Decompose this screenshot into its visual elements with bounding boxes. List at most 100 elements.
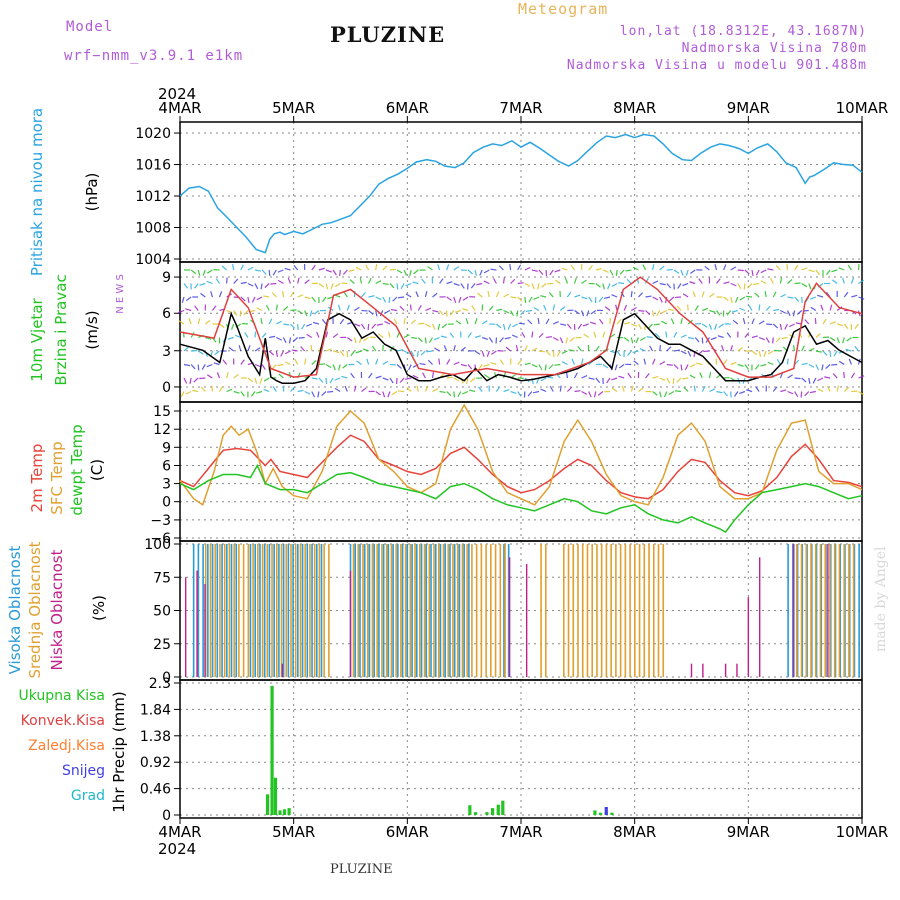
wind-arrow — [282, 290, 284, 298]
wind-arrow — [470, 377, 476, 383]
wind-arrow — [197, 269, 201, 276]
wind-arrow — [496, 323, 502, 329]
wind-arrow — [758, 350, 762, 357]
wind-arrow — [524, 362, 531, 366]
ytick-label: 100 — [144, 537, 171, 553]
wind-arrow — [280, 350, 284, 357]
wind-arrow — [339, 318, 345, 325]
wind-arrow — [680, 350, 687, 355]
ylabel-precip: 1hr Precip (mm) — [110, 691, 128, 812]
wind-arrow — [560, 323, 567, 326]
wind-arrow — [431, 323, 436, 330]
wind-arrow — [289, 291, 295, 298]
ytick-label: 1004 — [135, 252, 171, 268]
wind-arrow — [254, 363, 261, 368]
wind-arrow — [183, 363, 191, 367]
wind-arrow — [753, 282, 760, 286]
wind-arrow — [424, 291, 428, 298]
wind-arrow — [360, 323, 366, 330]
elevation-label: Nadmorska Visina 780m — [681, 41, 867, 56]
wind-arrow — [467, 269, 473, 275]
wind-arrow — [842, 277, 845, 284]
wind-arrow — [354, 306, 360, 312]
wind-arrow — [810, 296, 817, 300]
ytick-label: 1016 — [135, 158, 171, 174]
wind-arrow — [282, 337, 287, 344]
wind-arrow — [282, 385, 285, 392]
wind-arrow — [826, 385, 831, 392]
wind-arrow — [183, 377, 188, 384]
wind-arrow — [431, 371, 435, 379]
wind-arrow — [654, 332, 661, 338]
wind-arrow — [425, 323, 431, 328]
wind-arrow — [569, 337, 575, 342]
wind-arrow — [566, 386, 573, 392]
wind-arrow — [254, 347, 261, 352]
wind-arrow — [573, 277, 577, 284]
wind-arrow — [438, 358, 441, 365]
wind-arrow — [667, 308, 675, 312]
wind-arrow — [437, 323, 441, 330]
wind-arrow — [652, 391, 658, 396]
wind-arrow — [846, 337, 852, 342]
precip-bar — [273, 777, 278, 815]
wind-arrow — [829, 321, 836, 325]
wind-arrow — [639, 348, 646, 352]
wind-arrow — [437, 264, 441, 271]
wind-arrow — [737, 363, 744, 367]
wind-arrow — [673, 331, 678, 338]
wind-arrow — [375, 296, 382, 301]
wind-arrow — [665, 331, 668, 338]
wind-arrow — [702, 307, 709, 312]
wind-arrow — [739, 307, 746, 312]
wind-arrow — [290, 323, 296, 329]
wind-arrow — [616, 318, 622, 325]
wind-arrow — [780, 309, 787, 314]
wind-arrow — [416, 350, 419, 358]
wind-arrow — [754, 292, 760, 298]
wind-arrow — [814, 317, 817, 325]
ytick-label: 9 — [162, 270, 171, 286]
precip-bar — [485, 812, 489, 815]
wind-arrow — [389, 268, 396, 271]
wind-arrow — [689, 374, 696, 379]
series-temperature-sfc-temp — [179, 403, 863, 506]
wind-arrow — [810, 306, 817, 312]
wind-arrow — [837, 323, 844, 327]
wind-arrow — [247, 282, 254, 287]
wind-arrow — [801, 282, 808, 288]
wind-arrow — [643, 358, 647, 365]
precip-legend-item: Snijeg — [62, 763, 105, 779]
wind-arrow — [800, 391, 803, 398]
wind-arrow — [640, 336, 646, 342]
wind-arrow — [446, 359, 451, 365]
wind-arrow — [648, 323, 654, 329]
wind-arrow — [666, 346, 672, 352]
wind-arrow — [382, 265, 388, 271]
wind-arrow — [598, 296, 604, 303]
wind-arrow — [218, 386, 224, 392]
wind-arrow — [822, 350, 828, 356]
wind-arrow — [843, 323, 849, 330]
wind-arrow — [499, 337, 504, 343]
wind-arrow — [199, 377, 206, 380]
wind-arrow — [368, 372, 373, 379]
wind-arrow — [206, 374, 213, 379]
wind-arrow — [573, 372, 578, 379]
wind-arrow — [723, 359, 728, 365]
wind-arrow — [794, 282, 801, 285]
precip-bar — [265, 794, 270, 815]
wind-arrow — [693, 385, 696, 392]
wind-arrow — [758, 336, 765, 341]
wind-arrow — [779, 323, 783, 331]
wind-arrow — [247, 296, 250, 304]
wind-arrow — [652, 375, 659, 379]
wind-arrow — [403, 334, 410, 339]
wind-arrow — [358, 337, 363, 344]
wind-arrow — [371, 323, 377, 329]
series-temperature-2m-temp — [179, 434, 863, 500]
wind-arrow — [234, 334, 242, 339]
wind-arrow — [334, 282, 341, 288]
wind-arrow — [498, 265, 504, 271]
wind-arrow — [263, 388, 270, 393]
